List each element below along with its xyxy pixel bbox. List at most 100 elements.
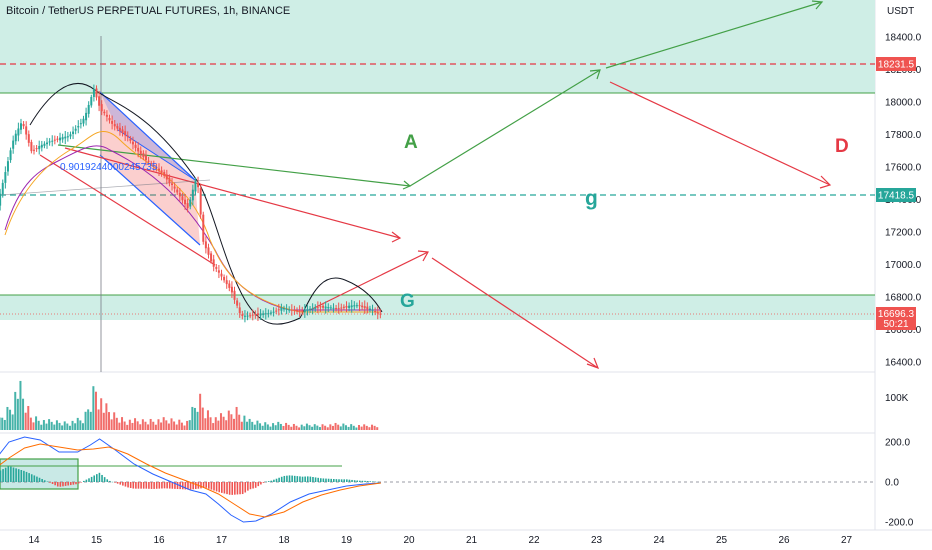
volume-bar bbox=[48, 419, 51, 430]
volume-bar bbox=[316, 425, 319, 430]
macd-tick: -200.0 bbox=[885, 518, 914, 529]
macd-histogram-bar bbox=[43, 480, 46, 482]
candle-body bbox=[199, 187, 202, 215]
candle-body bbox=[319, 306, 322, 308]
volume-bar bbox=[246, 421, 249, 430]
macd-histogram-bar bbox=[135, 482, 137, 489]
macd-histogram-bar bbox=[353, 480, 356, 482]
volume-bar bbox=[358, 424, 360, 430]
candle-body bbox=[303, 309, 306, 313]
volume-bar bbox=[230, 414, 233, 430]
candle-body bbox=[19, 123, 22, 130]
last-price-box bbox=[876, 307, 916, 330]
volume-bar bbox=[204, 418, 207, 430]
volume-bar bbox=[199, 393, 202, 430]
candle-body bbox=[51, 140, 54, 142]
candle-body bbox=[301, 310, 304, 312]
candle-body bbox=[358, 305, 361, 307]
candle-body bbox=[43, 143, 46, 146]
candle-body bbox=[129, 138, 132, 141]
macd-histogram-bar bbox=[374, 481, 377, 483]
green-projection-line-1 bbox=[409, 69, 601, 187]
macd-histogram-bar bbox=[366, 481, 369, 482]
macd-histogram-bar bbox=[41, 479, 43, 482]
macd-histogram-bar bbox=[80, 482, 82, 483]
candle-body bbox=[118, 127, 121, 131]
candle-body bbox=[98, 96, 101, 106]
macd-histogram-bar bbox=[77, 482, 80, 484]
macd-histogram-bar bbox=[116, 482, 119, 484]
candle-body bbox=[197, 182, 200, 188]
candle-body bbox=[293, 309, 296, 311]
volume-bar bbox=[331, 425, 334, 430]
signal-line bbox=[0, 443, 381, 518]
candle-body bbox=[350, 305, 353, 308]
candle-body bbox=[335, 308, 338, 310]
volume-bar bbox=[324, 425, 327, 430]
volume-bar bbox=[243, 415, 246, 430]
candle-body bbox=[225, 280, 228, 285]
candle-body bbox=[223, 276, 226, 281]
volume-bar bbox=[251, 421, 254, 430]
time-tick: 21 bbox=[466, 535, 478, 546]
volume-bar bbox=[342, 423, 345, 430]
macd-histogram-bar bbox=[129, 482, 132, 488]
volume-bar bbox=[154, 424, 157, 430]
volume-bar bbox=[212, 423, 215, 430]
macd-histogram-bar bbox=[150, 482, 153, 489]
macd-histogram-bar bbox=[2, 469, 4, 482]
candle-body bbox=[371, 309, 374, 311]
candle-body bbox=[82, 118, 85, 124]
macd-histogram-bar bbox=[304, 476, 306, 482]
channel-bottom-line bbox=[99, 154, 201, 246]
time-tick: 19 bbox=[341, 535, 353, 546]
macd-histogram-bar bbox=[153, 482, 155, 489]
volume-bar bbox=[32, 422, 35, 430]
candle-body bbox=[158, 168, 160, 171]
volume-bar bbox=[134, 418, 137, 430]
macd-histogram-bar bbox=[184, 482, 187, 490]
macd-histogram-bar bbox=[176, 482, 179, 489]
macd-histogram bbox=[0, 466, 379, 495]
volume-bar bbox=[76, 417, 79, 430]
volume-bar bbox=[170, 418, 173, 430]
mid-price-box bbox=[876, 188, 916, 202]
volume-bar bbox=[303, 426, 306, 430]
candle-body bbox=[56, 138, 59, 140]
macd-histogram-bar bbox=[221, 482, 223, 493]
macd-histogram-bar bbox=[51, 482, 54, 484]
macd-histogram-bar bbox=[148, 482, 150, 489]
last-price-label: 16696.3 bbox=[878, 309, 915, 320]
candle-body bbox=[327, 306, 330, 309]
macd-histogram-bar bbox=[194, 482, 197, 489]
macd-histogram-bar bbox=[280, 476, 283, 482]
macd-histogram-bar bbox=[69, 482, 72, 486]
price-tick: 16600.0 bbox=[885, 325, 922, 336]
volume-bar bbox=[118, 422, 121, 430]
macd-histogram-bar bbox=[291, 475, 293, 482]
macd-histogram-bar bbox=[33, 475, 36, 482]
volume-bar bbox=[22, 398, 25, 430]
candle-body bbox=[64, 136, 67, 139]
candle-body bbox=[92, 89, 95, 97]
price-tick: 17600.0 bbox=[885, 163, 922, 174]
price-series bbox=[0, 84, 382, 323]
volume-bar bbox=[238, 414, 241, 430]
candle-body bbox=[61, 137, 64, 140]
candle-body bbox=[322, 305, 325, 308]
candle-body bbox=[376, 312, 379, 314]
price-tick: 18400.0 bbox=[885, 33, 922, 44]
volume-bar bbox=[180, 422, 183, 430]
macd-histogram-bar bbox=[319, 478, 322, 482]
candle-body bbox=[163, 172, 166, 176]
macd-histogram-bar bbox=[249, 482, 252, 490]
macd-histogram-bar bbox=[64, 482, 67, 486]
volume-bar bbox=[0, 417, 1, 430]
volume-bar bbox=[308, 425, 311, 430]
volume-bar bbox=[45, 423, 48, 430]
volume-bar bbox=[292, 423, 295, 430]
volume-bar bbox=[87, 409, 90, 430]
volume-bar bbox=[248, 418, 251, 430]
